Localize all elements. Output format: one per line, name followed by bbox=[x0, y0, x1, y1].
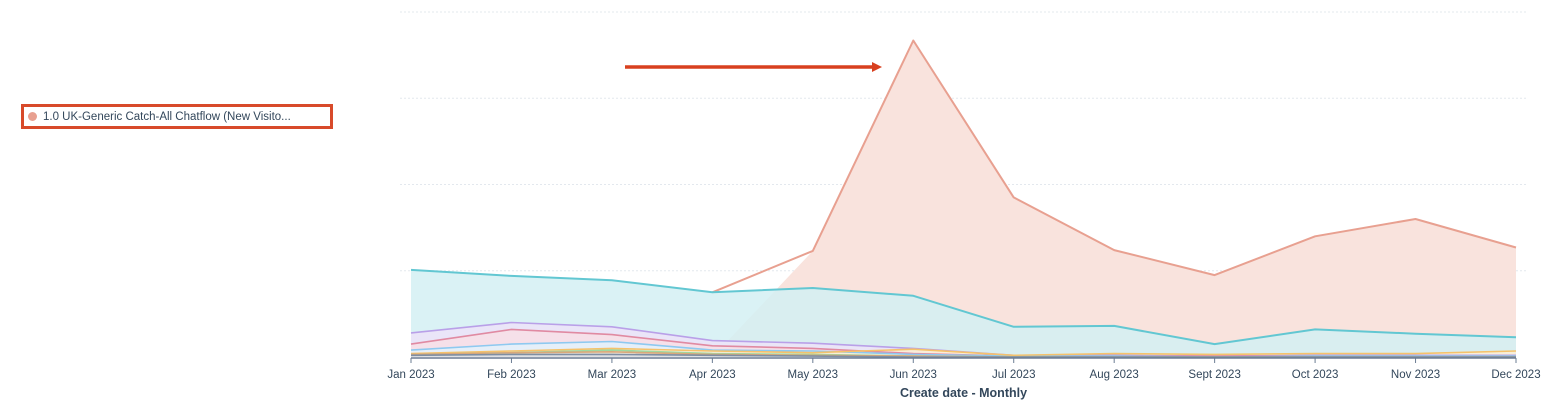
series-line-0[interactable] bbox=[712, 39, 1517, 294]
legend-dot-icon bbox=[28, 112, 37, 121]
x-tick-label: Jun 2023 bbox=[890, 369, 937, 381]
x-tick-label: Apr 2023 bbox=[689, 369, 736, 381]
x-tick-label: Mar 2023 bbox=[588, 369, 637, 381]
data-point[interactable] bbox=[509, 352, 513, 356]
data-point[interactable] bbox=[509, 327, 513, 331]
legend-item-highlighted[interactable]: 1.0 UK-Generic Catch-All Chatflow (New V… bbox=[21, 104, 333, 129]
x-tick-label: Sept 2023 bbox=[1188, 369, 1240, 381]
series-area-1[interactable] bbox=[411, 269, 1516, 357]
data-point[interactable] bbox=[1514, 349, 1518, 353]
data-point[interactable] bbox=[710, 290, 714, 294]
x-tick-label: Aug 2023 bbox=[1090, 369, 1139, 381]
series-line-1[interactable] bbox=[410, 268, 1517, 346]
data-point[interactable] bbox=[610, 278, 614, 282]
data-point[interactable] bbox=[1313, 234, 1317, 238]
x-tick-label: Dec 2023 bbox=[1491, 369, 1540, 381]
data-point[interactable] bbox=[610, 325, 614, 329]
series-line-8[interactable] bbox=[410, 353, 1516, 358]
data-point[interactable] bbox=[710, 344, 714, 348]
x-tick-label: Jan 2023 bbox=[387, 369, 434, 381]
data-point[interactable] bbox=[1414, 352, 1418, 356]
series-line-4[interactable] bbox=[410, 340, 1516, 358]
data-point[interactable] bbox=[1213, 342, 1217, 346]
data-point[interactable] bbox=[509, 342, 513, 346]
data-point[interactable] bbox=[1112, 324, 1116, 328]
data-point[interactable] bbox=[911, 38, 915, 42]
data-point[interactable] bbox=[610, 352, 614, 356]
data-point[interactable] bbox=[1012, 195, 1016, 199]
x-axis-title: Create date - Monthly bbox=[900, 386, 1027, 400]
series-area-8[interactable] bbox=[411, 354, 1516, 357]
data-point[interactable] bbox=[610, 333, 614, 337]
data-point[interactable] bbox=[911, 347, 915, 351]
x-tick-label: May 2023 bbox=[788, 369, 839, 381]
x-tick-label: Feb 2023 bbox=[487, 369, 536, 381]
data-point[interactable] bbox=[1012, 325, 1016, 329]
series-lines bbox=[409, 38, 1518, 358]
series-area-0[interactable] bbox=[411, 40, 1516, 358]
x-tick-label: Nov 2023 bbox=[1391, 369, 1440, 381]
data-point[interactable] bbox=[1414, 217, 1418, 221]
data-point[interactable] bbox=[1514, 245, 1518, 249]
data-point[interactable] bbox=[409, 331, 413, 335]
data-point[interactable] bbox=[1213, 273, 1217, 277]
data-point[interactable] bbox=[409, 268, 413, 272]
data-point[interactable] bbox=[710, 339, 714, 343]
data-point[interactable] bbox=[1112, 248, 1116, 252]
data-point[interactable] bbox=[811, 249, 815, 253]
data-point[interactable] bbox=[1414, 332, 1418, 336]
data-point[interactable] bbox=[509, 321, 513, 325]
data-point[interactable] bbox=[409, 348, 413, 352]
x-tick-label: Jul 2023 bbox=[992, 369, 1035, 381]
series-line-5[interactable] bbox=[410, 347, 1517, 357]
data-point[interactable] bbox=[911, 294, 915, 298]
data-point[interactable] bbox=[1313, 327, 1317, 331]
data-point[interactable] bbox=[1514, 335, 1518, 339]
data-point[interactable] bbox=[509, 274, 513, 278]
data-point[interactable] bbox=[710, 353, 714, 357]
x-axis-ticks: Jan 2023 Feb 2023 Mar 2023 Apr 2023 May 2023… bbox=[387, 358, 1541, 381]
data-point[interactable] bbox=[409, 342, 413, 346]
data-point[interactable] bbox=[610, 339, 614, 343]
data-point[interactable] bbox=[811, 286, 815, 290]
data-point[interactable] bbox=[1313, 352, 1317, 356]
data-point[interactable] bbox=[1112, 352, 1116, 356]
series-areas bbox=[411, 40, 1516, 358]
x-tick-label: Oct 2023 bbox=[1292, 369, 1339, 381]
data-point[interactable] bbox=[409, 353, 413, 357]
data-point[interactable] bbox=[811, 341, 815, 345]
